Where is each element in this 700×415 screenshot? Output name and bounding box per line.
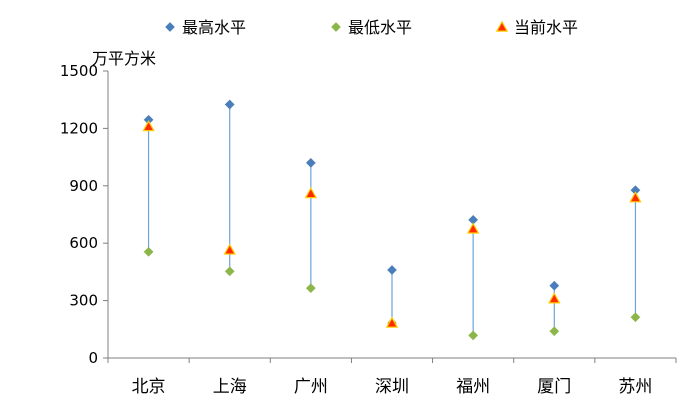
legend-item: 当前水平 [495, 18, 578, 37]
y-tick-label: 1500 [60, 62, 98, 80]
legend-item: 最低水平 [331, 18, 412, 37]
category-label: 广州 [294, 377, 328, 397]
data-point-min [305, 283, 316, 294]
legend-marker [495, 20, 509, 32]
legend-marker [331, 22, 341, 32]
data-point-min [630, 312, 641, 323]
markers [142, 99, 642, 341]
category-label: 深圳 [375, 377, 409, 397]
y-tick-label: 0 [88, 349, 98, 367]
legend-label: 最低水平 [348, 18, 412, 37]
data-point-current [466, 222, 480, 234]
legend-label: 当前水平 [514, 18, 578, 37]
y-tick-label: 1200 [60, 119, 98, 137]
category-label: 厦门 [537, 377, 571, 397]
category-label: 福州 [456, 377, 490, 397]
data-point-current [629, 191, 642, 203]
data-point-current [548, 292, 561, 304]
category-labels: 北京 上海 广州 深圳 福州 厦门 苏州 [132, 377, 653, 397]
legend-marker [165, 22, 175, 32]
legend-item: 最高水平 [165, 18, 246, 37]
legend-label: 最高水平 [182, 18, 246, 37]
data-point-min [468, 330, 479, 341]
data-point-current [385, 316, 399, 328]
category-label: 苏州 [618, 377, 652, 397]
y-tick-label: 300 [69, 292, 98, 310]
data-point-max [387, 265, 397, 275]
data-point-min [143, 246, 154, 257]
legend: 最高水平 最低水平 当前水平 [165, 18, 578, 37]
data-point-current [223, 243, 236, 255]
data-point-min [549, 326, 560, 337]
y-tick-labels: 0 300 600 900 1200 1500 [60, 62, 98, 367]
data-point-current [142, 120, 155, 132]
data-point-min [224, 266, 235, 277]
data-point-max [305, 157, 316, 168]
y-axis-title: 万平方米 [92, 49, 156, 68]
data-point-max [549, 280, 560, 291]
category-label: 上海 [213, 377, 247, 397]
y-tick-label: 900 [69, 177, 98, 195]
category-label: 北京 [132, 377, 166, 397]
data-point-current [304, 187, 318, 199]
y-tick-label: 600 [69, 234, 98, 252]
axes [103, 70, 677, 363]
range-lines [147, 104, 637, 336]
data-point-max [224, 99, 235, 110]
